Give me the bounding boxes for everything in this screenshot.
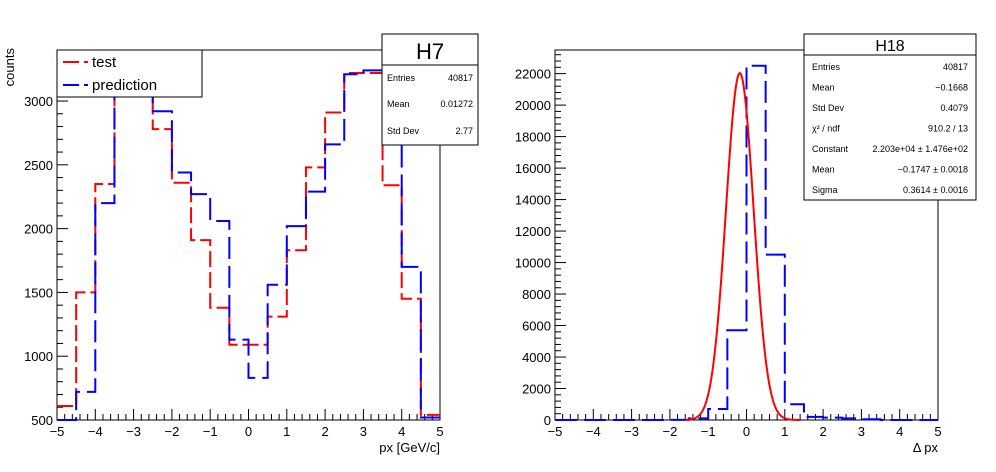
x-tick-label: −4 bbox=[586, 424, 601, 439]
y-axis-title: counts bbox=[2, 48, 17, 87]
x-tick-label: 2 bbox=[321, 424, 328, 439]
stats-key: Entries bbox=[812, 62, 841, 72]
x-tick-label: −5 bbox=[548, 424, 563, 439]
stats-value: 40817 bbox=[943, 62, 968, 72]
histogram-h18-pad: −5 −4 −3 −2 −1 0 1 2 3 4 5 0 2000 4000 6000 8000 10000 1… bbox=[515, 33, 977, 455]
x-tick-label: −1 bbox=[203, 424, 218, 439]
y-tick-label: 3000 bbox=[24, 94, 53, 109]
y-tick-label: 2000 bbox=[24, 222, 53, 237]
y-tick-label: 14000 bbox=[515, 193, 551, 208]
x-tick-label: −5 bbox=[50, 424, 65, 439]
y-tick-label: 8000 bbox=[522, 287, 551, 302]
y-tick-label: 1500 bbox=[24, 285, 53, 300]
y-tick-label: 2000 bbox=[522, 382, 551, 397]
x-tick-label: −4 bbox=[88, 424, 103, 439]
x-tick-label: 4 bbox=[896, 424, 903, 439]
legend-label-test: test bbox=[92, 54, 117, 71]
x-tick-label: 1 bbox=[781, 424, 788, 439]
stats-key: Mean bbox=[387, 99, 410, 109]
x-axis-title: px [GeV/c] bbox=[379, 440, 440, 455]
gaussian-fit-curve bbox=[685, 72, 801, 421]
y-tick-label: 18000 bbox=[515, 130, 551, 145]
stats-value: 2.77 bbox=[455, 126, 473, 136]
x-tick-label: 4 bbox=[398, 424, 405, 439]
stats-value: 0.01272 bbox=[440, 99, 473, 109]
y-tick-label: 500 bbox=[31, 413, 53, 428]
y-tick-label: 0 bbox=[544, 413, 551, 428]
y-tick-label: 22000 bbox=[515, 67, 551, 82]
y-axis-ticks: 500 1000 1500 2000 2500 3000 bbox=[24, 49, 68, 428]
y-tick-label: 12000 bbox=[515, 224, 551, 239]
y-tick-label: 1000 bbox=[24, 349, 53, 364]
x-tick-label: 3 bbox=[858, 424, 865, 439]
x-tick-label: 0 bbox=[245, 424, 252, 439]
stats-key: χ² / ndf bbox=[812, 124, 840, 134]
y-tick-label: 20000 bbox=[515, 98, 551, 113]
stats-title: H7 bbox=[416, 39, 444, 64]
x-tick-label: 0 bbox=[743, 424, 750, 439]
histogram-series bbox=[555, 64, 938, 421]
x-tick-label: −3 bbox=[624, 424, 639, 439]
stats-key: Entries bbox=[387, 73, 416, 83]
y-axis-ticks: 0 2000 4000 6000 8000 10000 12000 14000 16000 180… bbox=[515, 54, 566, 428]
y-tick-label: 6000 bbox=[522, 319, 551, 334]
stats-key: Sigma bbox=[812, 185, 838, 195]
x-tick-label: 2 bbox=[819, 424, 826, 439]
stats-value: 2.203e+04 ± 1.476e+02 bbox=[872, 144, 968, 154]
stats-key: Mean bbox=[812, 83, 835, 93]
x-tick-label: −2 bbox=[164, 424, 179, 439]
legend-box bbox=[56, 49, 203, 98]
x-axis-title: Δ px bbox=[913, 440, 939, 455]
stats-value: 910.2 / 13 bbox=[928, 124, 968, 134]
histogram-series bbox=[57, 65, 440, 421]
stats-value: 40817 bbox=[448, 73, 473, 83]
x-tick-label: 5 bbox=[436, 424, 443, 439]
legend: test prediction bbox=[56, 49, 203, 98]
x-axis-ticks: −5 −4 −3 −2 −1 0 1 2 3 4 5 bbox=[50, 409, 444, 439]
histogram-delta-px bbox=[555, 64, 938, 421]
stats-value: 0.3614 ± 0.0016 bbox=[903, 185, 968, 195]
stats-value: 0.4079 bbox=[940, 103, 968, 113]
stats-title: H18 bbox=[875, 38, 904, 55]
y-tick-label: 4000 bbox=[522, 350, 551, 365]
x-tick-label: 3 bbox=[360, 424, 367, 439]
stats-box: H18 Entries 40817 Mean −0.1668 Std Dev 0.4079… bbox=[803, 33, 977, 201]
legend-label-prediction: prediction bbox=[92, 77, 157, 94]
x-tick-label: −2 bbox=[662, 424, 677, 439]
x-tick-label: 1 bbox=[283, 424, 290, 439]
y-tick-label: 16000 bbox=[515, 161, 551, 176]
stats-key: Constant bbox=[812, 144, 849, 154]
histogram-h7-pad: −5 −4 −3 −2 −1 0 1 2 3 4 5 500 1000 1500 2000 2500 3000… bbox=[2, 33, 479, 455]
stats-key: Std Dev bbox=[812, 103, 845, 113]
x-tick-label: −1 bbox=[701, 424, 716, 439]
stats-value: −0.1668 bbox=[935, 83, 968, 93]
y-tick-label: 10000 bbox=[515, 256, 551, 271]
stats-box: H7 Entries 40817 Mean 0.01272 Std Dev 2.… bbox=[381, 33, 479, 146]
histogram-test bbox=[57, 68, 440, 416]
stats-key: Std Dev bbox=[387, 126, 420, 136]
x-tick-label: 5 bbox=[934, 424, 941, 439]
stats-value: −0.1747 ± 0.0018 bbox=[898, 165, 968, 175]
stats-key: Mean bbox=[812, 165, 835, 175]
y-tick-label: 2500 bbox=[24, 158, 53, 173]
histogram-prediction bbox=[57, 65, 440, 421]
x-tick-label: −3 bbox=[126, 424, 141, 439]
